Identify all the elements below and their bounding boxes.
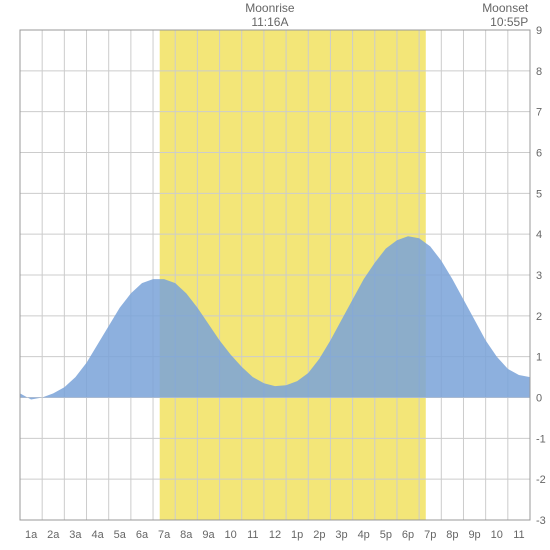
svg-text:4p: 4p <box>358 529 370 541</box>
svg-text:11:16A: 11:16A <box>251 15 288 29</box>
svg-text:2: 2 <box>536 311 542 323</box>
svg-text:2a: 2a <box>47 529 60 541</box>
svg-text:7p: 7p <box>424 529 436 541</box>
tide-chart: -3-2-101234567891a2a3a4a5a6a7a8a9a101112… <box>0 0 550 550</box>
svg-text:4: 4 <box>536 229 542 241</box>
svg-text:3p: 3p <box>335 529 347 541</box>
svg-text:-2: -2 <box>536 474 546 486</box>
svg-text:11: 11 <box>513 529 524 541</box>
svg-text:Moonset: Moonset <box>482 1 529 15</box>
svg-text:9: 9 <box>536 25 542 37</box>
svg-text:7a: 7a <box>158 529 171 541</box>
svg-text:7: 7 <box>536 107 542 119</box>
svg-text:5: 5 <box>536 188 542 200</box>
svg-text:4a: 4a <box>91 529 104 541</box>
svg-text:1: 1 <box>536 352 542 364</box>
svg-text:3a: 3a <box>69 529 82 541</box>
svg-text:-1: -1 <box>536 433 546 445</box>
svg-text:-3: -3 <box>536 515 546 527</box>
svg-text:1p: 1p <box>291 529 303 541</box>
svg-text:0: 0 <box>536 393 542 405</box>
svg-text:8: 8 <box>536 66 542 78</box>
svg-text:2p: 2p <box>313 529 325 541</box>
svg-text:10:55P: 10:55P <box>490 15 528 29</box>
svg-text:1a: 1a <box>25 529 38 541</box>
svg-text:10: 10 <box>225 529 237 541</box>
svg-text:6: 6 <box>536 148 542 160</box>
svg-text:3: 3 <box>536 270 542 282</box>
svg-text:10: 10 <box>491 529 503 541</box>
svg-text:6p: 6p <box>402 529 414 541</box>
svg-text:Moonrise: Moonrise <box>245 1 295 15</box>
svg-text:9p: 9p <box>468 529 480 541</box>
svg-text:5p: 5p <box>380 529 392 541</box>
svg-text:6a: 6a <box>136 529 149 541</box>
svg-text:9a: 9a <box>202 529 215 541</box>
svg-text:5a: 5a <box>114 529 127 541</box>
svg-text:12: 12 <box>269 529 281 541</box>
svg-text:8a: 8a <box>180 529 193 541</box>
svg-text:11: 11 <box>247 529 258 541</box>
chart-svg: -3-2-101234567891a2a3a4a5a6a7a8a9a101112… <box>0 0 550 550</box>
svg-text:8p: 8p <box>446 529 458 541</box>
